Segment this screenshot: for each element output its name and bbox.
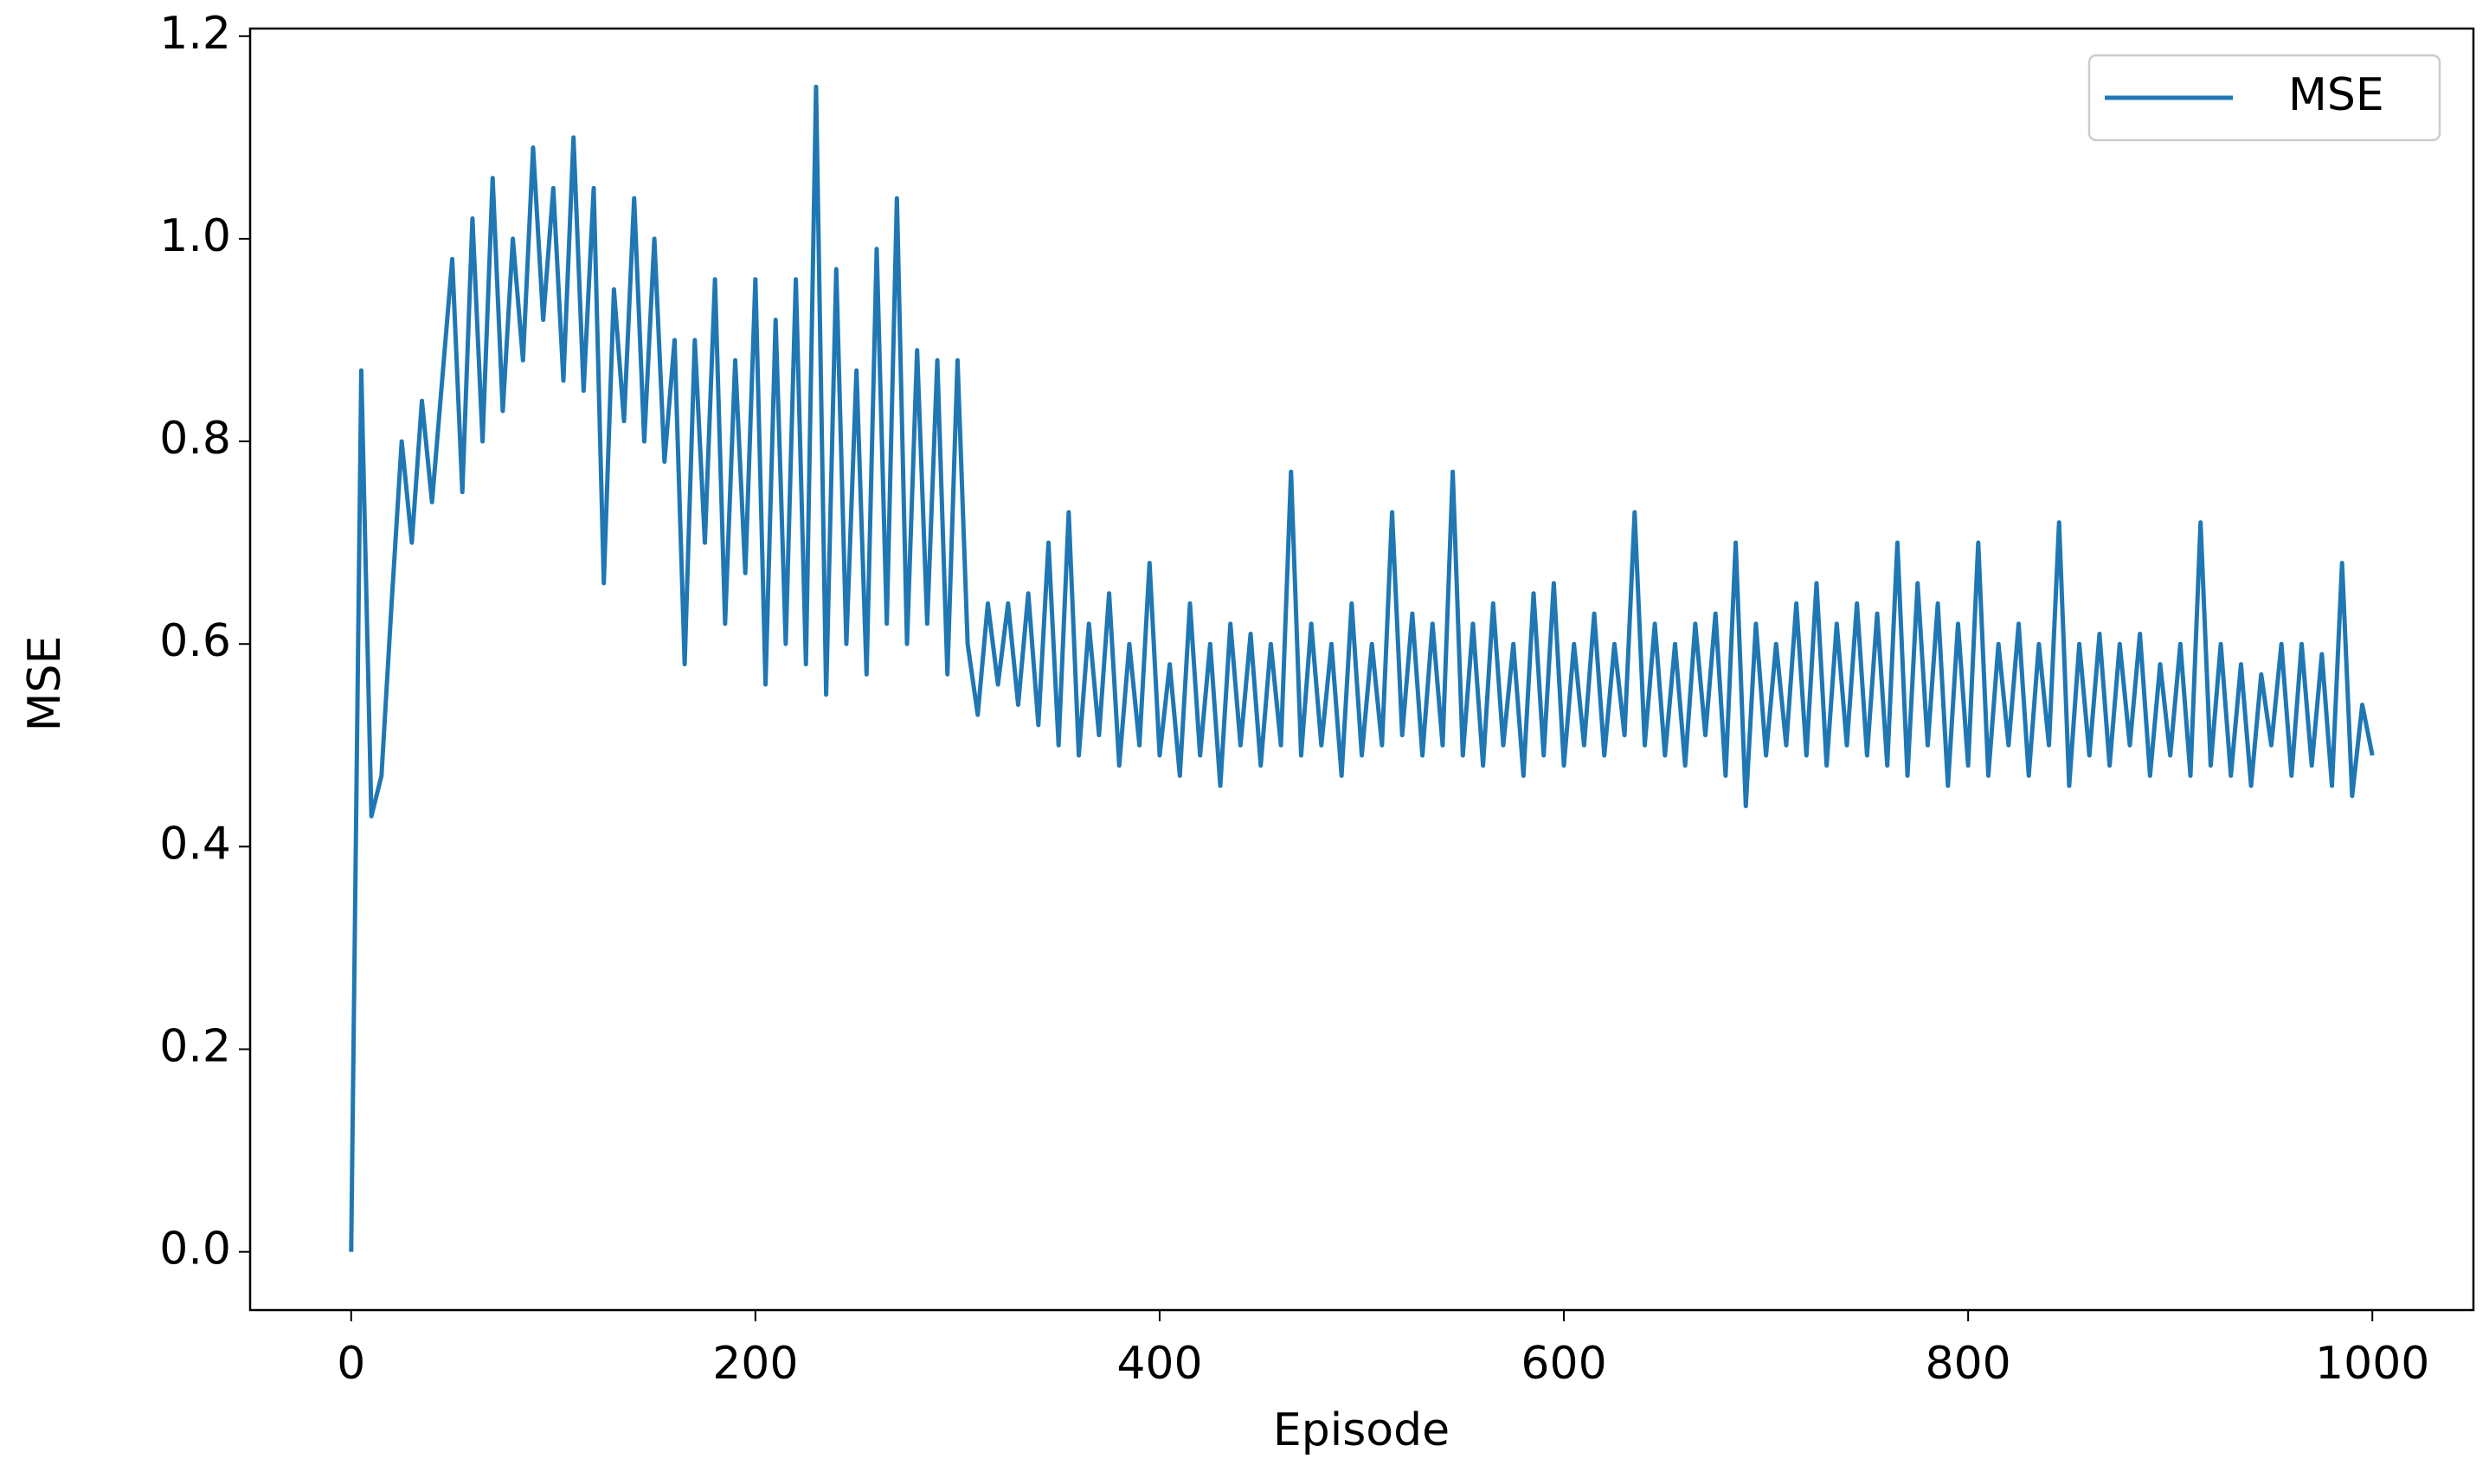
y-tick-label: 0.0 [159,1224,231,1275]
x-axis-label: Episode [1273,1404,1450,1456]
x-tick-label: 200 [712,1338,798,1390]
y-tick-label: 0.2 [159,1021,231,1073]
x-tick-label: 400 [1116,1338,1202,1390]
y-tick-label: 0.4 [159,818,231,870]
y-axis-label: MSE [19,636,71,732]
legend-box [2087,54,2441,142]
y-tick-label: 1.2 [159,8,231,60]
y-tick-label: 1.0 [159,210,231,262]
axes-frame [248,27,2475,1312]
x-tick-label: 0 [337,1338,365,1390]
legend-label: MSE [2288,69,2384,121]
data-line [349,84,2375,1252]
y-tick-label: 0.6 [159,615,231,667]
y-tick-label: 0.8 [159,413,231,465]
x-tick-label: 1000 [2315,1338,2429,1390]
x-tick-label: 800 [1926,1338,2011,1390]
x-tick-label: 600 [1521,1338,1606,1390]
